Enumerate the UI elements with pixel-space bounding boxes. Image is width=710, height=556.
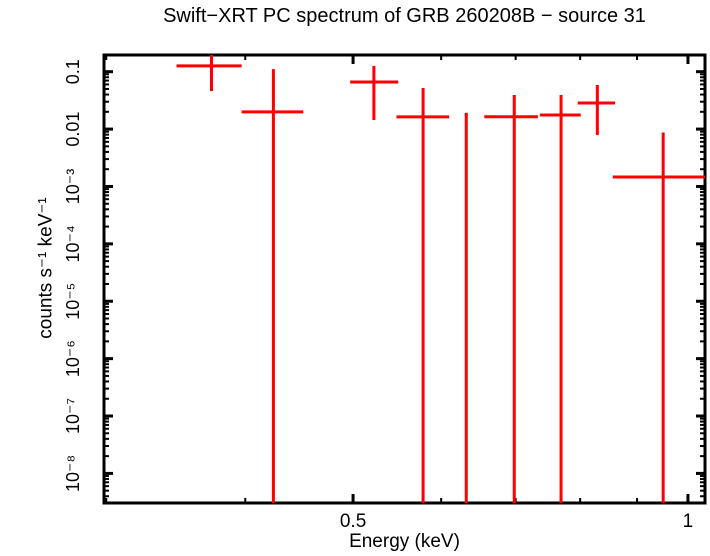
plot-frame [102, 53, 707, 505]
y-tick-label: 10⁻⁷ [63, 398, 83, 434]
y-tick-label: 10⁻⁴ [63, 225, 83, 262]
y-tick-label: 10⁻⁶ [63, 340, 83, 377]
y-tick-label: 10⁻³ [63, 169, 83, 205]
y-tick-label: 10⁻⁸ [63, 455, 83, 492]
y-axis-label: counts s⁻¹ keV⁻¹ [35, 197, 57, 339]
y-tick-label: 10⁻⁵ [63, 283, 83, 320]
plot-title: Swift−XRT PC spectrum of GRB 260208B − s… [163, 5, 646, 27]
y-tick-label: 0.1 [63, 59, 83, 84]
x-tick-label: 0.5 [340, 511, 366, 532]
x-tick-label: 1 [683, 511, 694, 532]
y-tick-label: 0.01 [63, 112, 83, 147]
x-axis-label: Energy (keV) [349, 531, 460, 552]
